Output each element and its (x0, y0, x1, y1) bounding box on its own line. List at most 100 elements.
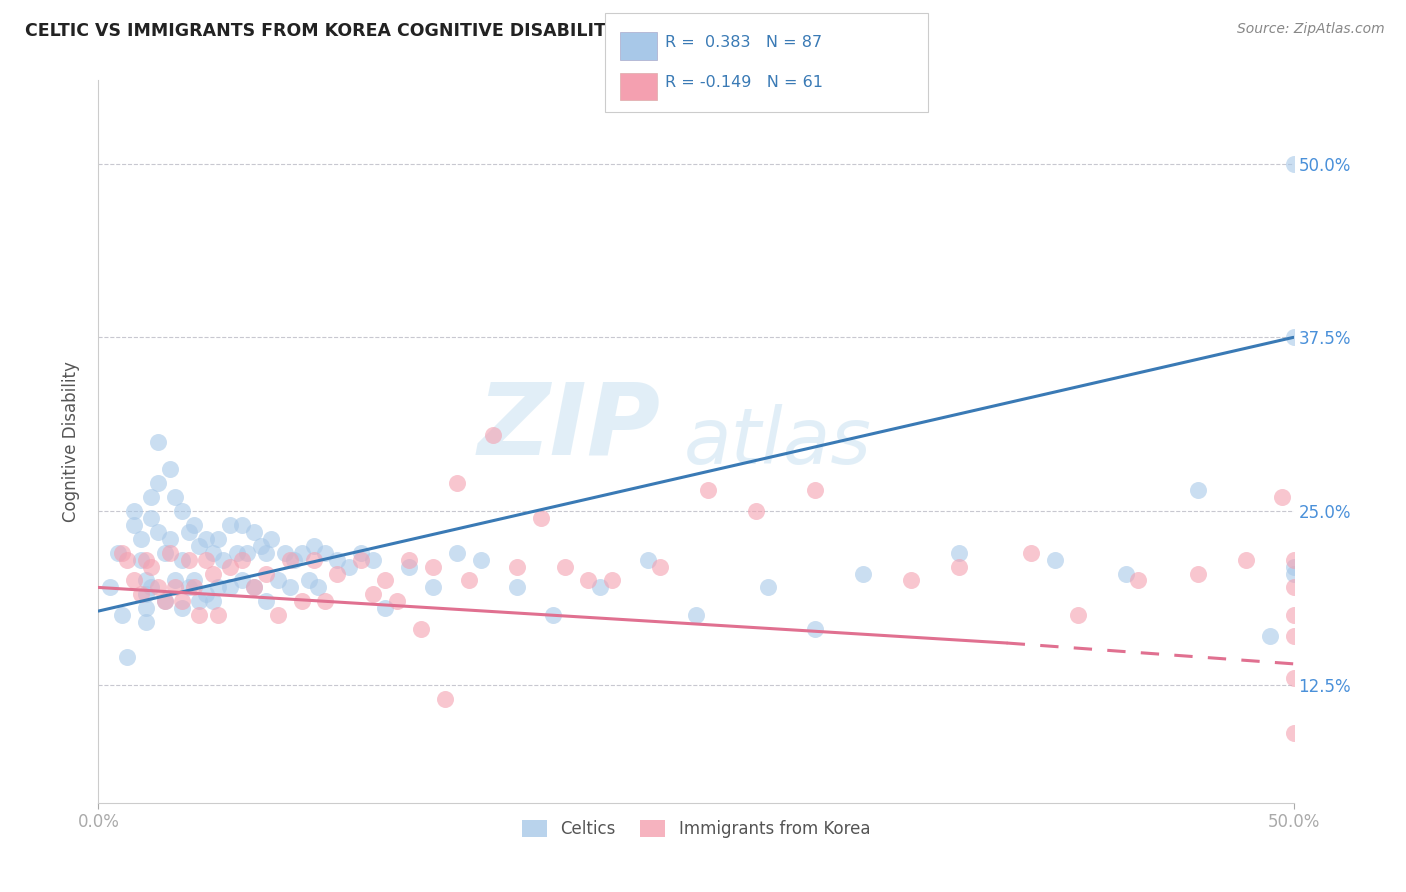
Point (163, 574, 186, 588)
Point (350, 552, 373, 566)
Point (1282, 726, 1305, 740)
Point (111, 546, 134, 560)
Point (148, 434, 170, 449)
Point (139, 490, 162, 504)
Point (756, 581, 779, 595)
Point (226, 546, 249, 560)
Point (172, 594, 194, 608)
Point (278, 581, 301, 595)
Point (231, 552, 253, 566)
Point (139, 581, 162, 595)
Point (422, 581, 444, 595)
Point (398, 552, 420, 566)
Text: ZIP: ZIP (477, 378, 661, 475)
Point (948, 546, 970, 560)
Point (179, 524, 201, 539)
Point (139, 511, 162, 525)
Point (259, 532, 281, 546)
Point (374, 574, 396, 588)
Point (1282, 629, 1305, 643)
Point (278, 552, 301, 566)
Point (107, 546, 129, 560)
Legend: Celtics, Immigrants from Korea: Celtics, Immigrants from Korea (515, 814, 877, 845)
Point (159, 462, 181, 476)
Point (1282, 581, 1305, 595)
Point (195, 587, 218, 601)
Point (135, 587, 157, 601)
Point (124, 504, 146, 518)
Point (302, 552, 325, 566)
Point (148, 581, 170, 595)
Point (1128, 574, 1150, 588)
Point (172, 504, 194, 518)
Point (183, 574, 205, 588)
Point (1282, 559, 1305, 574)
Point (470, 552, 492, 566)
Point (1282, 552, 1305, 566)
Point (179, 581, 201, 595)
Point (602, 574, 624, 588)
Point (172, 552, 194, 566)
Text: atlas: atlas (685, 403, 872, 480)
Point (124, 517, 146, 532)
Point (254, 594, 277, 608)
Text: Source: ZipAtlas.com: Source: ZipAtlas.com (1237, 22, 1385, 37)
Point (187, 594, 209, 608)
Point (900, 574, 922, 588)
Point (283, 552, 305, 566)
Point (231, 574, 253, 588)
Point (235, 546, 257, 560)
Point (219, 559, 242, 574)
Point (326, 552, 349, 566)
Point (804, 622, 827, 636)
Point (1258, 629, 1281, 643)
Point (1282, 330, 1305, 344)
Point (422, 559, 444, 574)
Point (267, 574, 290, 588)
Point (211, 552, 233, 566)
Point (155, 594, 177, 608)
Point (254, 566, 277, 581)
Point (207, 532, 229, 546)
Point (434, 691, 457, 706)
Point (1282, 156, 1305, 170)
Point (1282, 566, 1305, 581)
Point (115, 649, 138, 664)
Point (363, 552, 385, 566)
Point (115, 552, 138, 566)
Point (195, 552, 218, 566)
Point (183, 517, 205, 532)
Point (148, 524, 170, 539)
Point (131, 587, 153, 601)
Point (231, 517, 253, 532)
Point (506, 559, 529, 574)
Point (1234, 552, 1257, 566)
Point (1282, 608, 1305, 623)
Point (207, 608, 229, 623)
Point (98, 581, 122, 595)
Point (163, 581, 186, 595)
Point (697, 483, 720, 498)
Point (1067, 608, 1090, 623)
Point (374, 601, 396, 615)
Point (637, 552, 659, 566)
Point (363, 587, 385, 601)
Point (243, 524, 266, 539)
Point (852, 566, 875, 581)
Point (139, 559, 162, 574)
Point (163, 490, 186, 504)
Point (385, 594, 409, 608)
Point (243, 581, 266, 595)
Point (172, 601, 194, 615)
Point (274, 546, 297, 560)
Point (530, 511, 553, 525)
Point (1187, 566, 1209, 581)
Point (446, 476, 468, 491)
Point (179, 552, 201, 566)
Point (250, 539, 273, 553)
Point (307, 581, 329, 595)
Point (202, 566, 225, 581)
Point (131, 552, 153, 566)
Point (948, 559, 970, 574)
Point (195, 532, 218, 546)
